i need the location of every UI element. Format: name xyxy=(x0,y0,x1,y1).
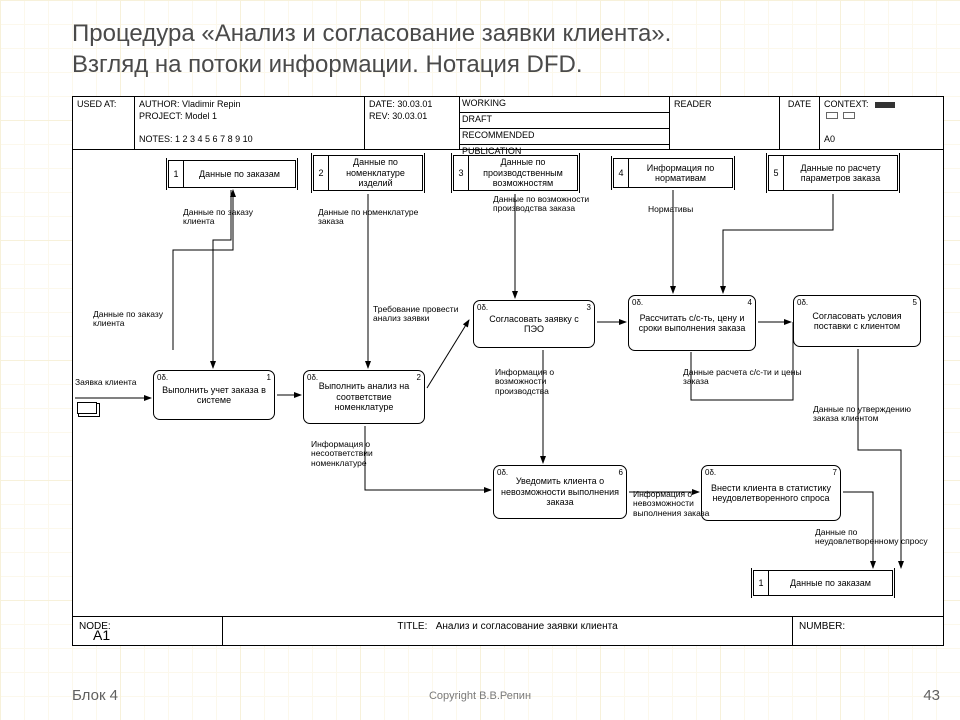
hdr-date-block: DATE: 30.03.01 REV: 30.03.01 xyxy=(365,97,460,149)
proc-number: 1 xyxy=(267,373,271,382)
slide: Процедура «Анализ и согласование заявки … xyxy=(0,0,960,720)
slide-footer-left: Блок 4 xyxy=(72,687,118,704)
flow-label: Информация о возможности производства xyxy=(495,368,600,396)
ftr-title: TITLE: Анализ и согласование заявки клие… xyxy=(223,617,793,645)
flow-label: Данные расчета с/с-ти и цены заказа xyxy=(683,368,803,387)
proc-prefix: 0δ. xyxy=(497,468,508,477)
data-store: 1Данные по заказам xyxy=(753,570,893,596)
title-line-1: Процедура «Анализ и согласование заявки … xyxy=(72,20,671,47)
proc-prefix: 0δ. xyxy=(705,468,716,477)
flow-label: Данные по неудовлетворенному спросу xyxy=(815,528,930,547)
store-label: Данные по заказам xyxy=(184,169,295,179)
store-id: 1 xyxy=(169,161,184,187)
data-store: 4Информация по нормативам xyxy=(613,158,733,188)
data-store: 5Данные по расчету параметров заказа xyxy=(768,155,898,191)
store-id: 3 xyxy=(454,156,469,190)
store-label: Данные по производственным возможностям xyxy=(469,157,577,188)
proc-prefix: 0δ. xyxy=(797,298,808,307)
store-label: Данные по расчету параметров заказа xyxy=(784,163,897,184)
flow-arrow xyxy=(723,194,833,293)
flow-label: Требование провести анализ заявки xyxy=(373,305,463,324)
data-store: 1Данные по заказам xyxy=(168,160,296,188)
proc-label: Уведомить клиента о невозможности выполн… xyxy=(498,476,622,507)
flow-label: Данные по утверждению заказа клиентом xyxy=(813,405,923,424)
flow-label: Данные по заказу клиента xyxy=(183,208,273,227)
hdr-used-at: USED AT: xyxy=(73,97,135,149)
title-line-2: Взгляд на потоки информации. Нотация DFD… xyxy=(72,51,583,78)
proc-label: Выполнить анализ на соответствие номенкл… xyxy=(308,381,420,412)
header-strip: USED AT: AUTHOR: Vladimir Repin PROJECT:… xyxy=(73,97,943,150)
process-box: 0δ. 4 Рассчитать с/с-ть, цену и сроки выпо… xyxy=(628,295,756,351)
flow-label: Нормативы xyxy=(648,205,718,214)
flow-label: Данные по номенклатуре заказа xyxy=(318,208,428,227)
hdr-status-block: WORKING DRAFT RECOMMENDED PUBLICATION xyxy=(460,97,670,149)
hdr-context: CONTEXT: A0 xyxy=(820,97,943,149)
proc-number: 4 xyxy=(748,298,752,307)
proc-number: 7 xyxy=(833,468,837,477)
store-id: 5 xyxy=(769,156,784,190)
proc-label: Рассчитать с/с-ть, цену и сроки выполнен… xyxy=(633,313,751,334)
store-label: Информация по нормативам xyxy=(629,163,732,184)
store-label: Данные по заказам xyxy=(769,578,892,588)
process-box: 0δ. 6Уведомить клиента о невозможности вы… xyxy=(493,465,627,519)
proc-number: 2 xyxy=(417,373,421,382)
process-box: 0δ. 3 Согласовать заявку с ПЭО xyxy=(473,300,595,348)
proc-prefix: 0δ. xyxy=(157,373,168,382)
external-entity xyxy=(77,400,97,417)
diagram-canvas: 1Данные по заказам2Данные по номенклатур… xyxy=(73,150,943,616)
footer-strip: NODE: A1 TITLE: Анализ и согласование за… xyxy=(73,616,943,645)
hdr-reader: READER xyxy=(670,97,780,149)
store-id: 4 xyxy=(614,159,629,187)
store-label: Данные по номенклатуре изделий xyxy=(329,157,422,188)
proc-number: 5 xyxy=(913,298,917,307)
ftr-node: NODE: A1 xyxy=(73,617,223,645)
data-store: 2Данные по номенклатуре изделий xyxy=(313,155,423,191)
store-id: 1 xyxy=(754,571,769,595)
flow-label: Данные по заказу клиента xyxy=(93,310,188,329)
hdr-author-block: AUTHOR: Vladimir Repin PROJECT: Model 1 … xyxy=(135,97,365,149)
hdr-date2: DATE xyxy=(780,97,820,149)
data-store: 3Данные по производственным возможностям xyxy=(453,155,578,191)
flow-arrow xyxy=(427,320,469,388)
proc-prefix: 0δ. xyxy=(632,298,643,307)
proc-label: Согласовать заявку с ПЭО xyxy=(478,314,590,335)
external-entity-icon xyxy=(77,402,97,414)
proc-label: Согласовать условия поставки с клиентом xyxy=(798,311,916,332)
diagram-frame: USED AT: AUTHOR: Vladimir Repin PROJECT:… xyxy=(72,96,944,646)
node-id: A1 xyxy=(93,627,110,643)
flow-label: Информация о несоответствии номенклатуре xyxy=(311,440,421,468)
flow-label: Данные по возможности производства заказ… xyxy=(493,195,628,214)
slide-footer: Блок 4 43 xyxy=(72,687,940,704)
flow-label: Заявка клиента xyxy=(75,378,150,387)
ftr-number: NUMBER: xyxy=(793,617,943,645)
proc-number: 6 xyxy=(619,468,623,477)
proc-label: Выполнить учет заказа в системе xyxy=(158,385,270,406)
context-icon xyxy=(875,102,895,108)
proc-number: 3 xyxy=(587,303,591,312)
proc-prefix: 0δ. xyxy=(477,303,488,312)
slide-title: Процедура «Анализ и согласование заявки … xyxy=(72,18,920,80)
slide-footer-right: 43 xyxy=(923,687,940,704)
process-box: 0δ. 1 Выполнить учет заказа в системе xyxy=(153,370,275,420)
process-box: 0δ. 5 Согласовать условия поставки с клиен… xyxy=(793,295,921,347)
proc-prefix: 0δ. xyxy=(307,373,318,382)
process-box: 0δ. 2Выполнить анализ на соответствие ном… xyxy=(303,370,425,424)
store-id: 2 xyxy=(314,156,329,190)
flow-label: Информация о невозможности выполнения за… xyxy=(633,490,738,518)
